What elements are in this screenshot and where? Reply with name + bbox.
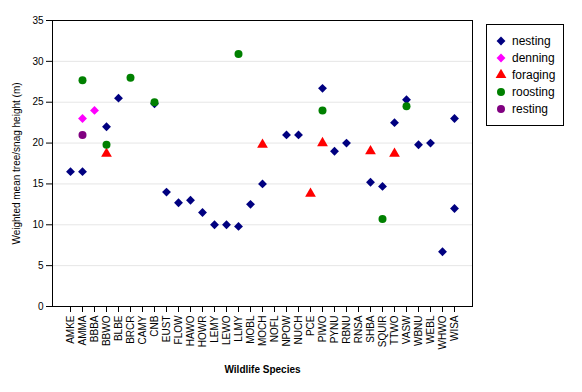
- html-text:resting: resting: [512, 102, 548, 116]
- svg-text:10: 10: [32, 219, 44, 230]
- svg-text:RNSA: RNSA: [353, 315, 364, 343]
- svg-text:20: 20: [32, 137, 44, 148]
- svg-text:30: 30: [32, 56, 44, 67]
- svg-text:5: 5: [38, 260, 44, 271]
- svg-text:RBNU: RBNU: [341, 316, 352, 344]
- svg-text:LEMY: LEMY: [209, 315, 220, 343]
- svg-text:CNB: CNB: [149, 315, 160, 336]
- svg-text:BBBA: BBBA: [89, 315, 100, 342]
- svg-text:BRCR: BRCR: [125, 316, 136, 344]
- html-text:nesting: nesting: [512, 34, 551, 48]
- svg-text:BBWO: BBWO: [101, 315, 112, 346]
- svg-text:FLOW: FLOW: [173, 315, 184, 344]
- svg-text:NPOW: NPOW: [281, 315, 292, 347]
- svg-text:PIWO: PIWO: [317, 315, 328, 342]
- svg-text:0: 0: [38, 301, 44, 312]
- svg-text:PYNU: PYNU: [329, 316, 340, 344]
- svg-text:CAMY: CAMY: [137, 315, 148, 344]
- svg-text:AMMA: AMMA: [77, 315, 88, 345]
- svg-text:EUST: EUST: [161, 316, 172, 343]
- html-text:denning: denning: [512, 51, 555, 65]
- svg-text:WBNU: WBNU: [413, 316, 424, 347]
- svg-text:MOBL: MOBL: [245, 315, 256, 344]
- svg-text:15: 15: [32, 178, 44, 189]
- svg-text:LEWO: LEWO: [221, 315, 232, 345]
- svg-text:VASW: VASW: [401, 315, 412, 344]
- svg-text:WISA: WISA: [449, 315, 460, 341]
- svg-text:25: 25: [32, 96, 44, 107]
- svg-text:35: 35: [32, 15, 44, 26]
- svg-text:NOFL: NOFL: [269, 315, 280, 342]
- svg-text:SQUIR: SQUIR: [377, 316, 388, 348]
- svg-text:TTWO: TTWO: [389, 315, 400, 345]
- html-text:foraging: foraging: [512, 68, 556, 82]
- svg-text:SHBA: SHBA: [365, 315, 376, 343]
- svg-text:WHWO: WHWO: [437, 315, 448, 349]
- svg-text:LLMY: LLMY: [233, 315, 244, 341]
- svg-text:NUCH: NUCH: [293, 316, 304, 345]
- svg-text:WEBL: WEBL: [425, 315, 436, 344]
- svg-text:BLBE: BLBE: [113, 315, 124, 341]
- svg-text:AMKE: AMKE: [65, 315, 76, 344]
- svg-text:HOWR: HOWR: [197, 316, 208, 348]
- svg-text:PCE: PCE: [305, 315, 316, 336]
- svg-text:Wildlife Species: Wildlife Species: [224, 364, 300, 375]
- html-text:roosting: roosting: [512, 85, 555, 99]
- svg-text:HAWO: HAWO: [185, 315, 196, 346]
- svg-text:Weighted mean tree/snag height: Weighted mean tree/snag height (m): [11, 82, 22, 244]
- svg-text:MOCH: MOCH: [257, 316, 268, 347]
